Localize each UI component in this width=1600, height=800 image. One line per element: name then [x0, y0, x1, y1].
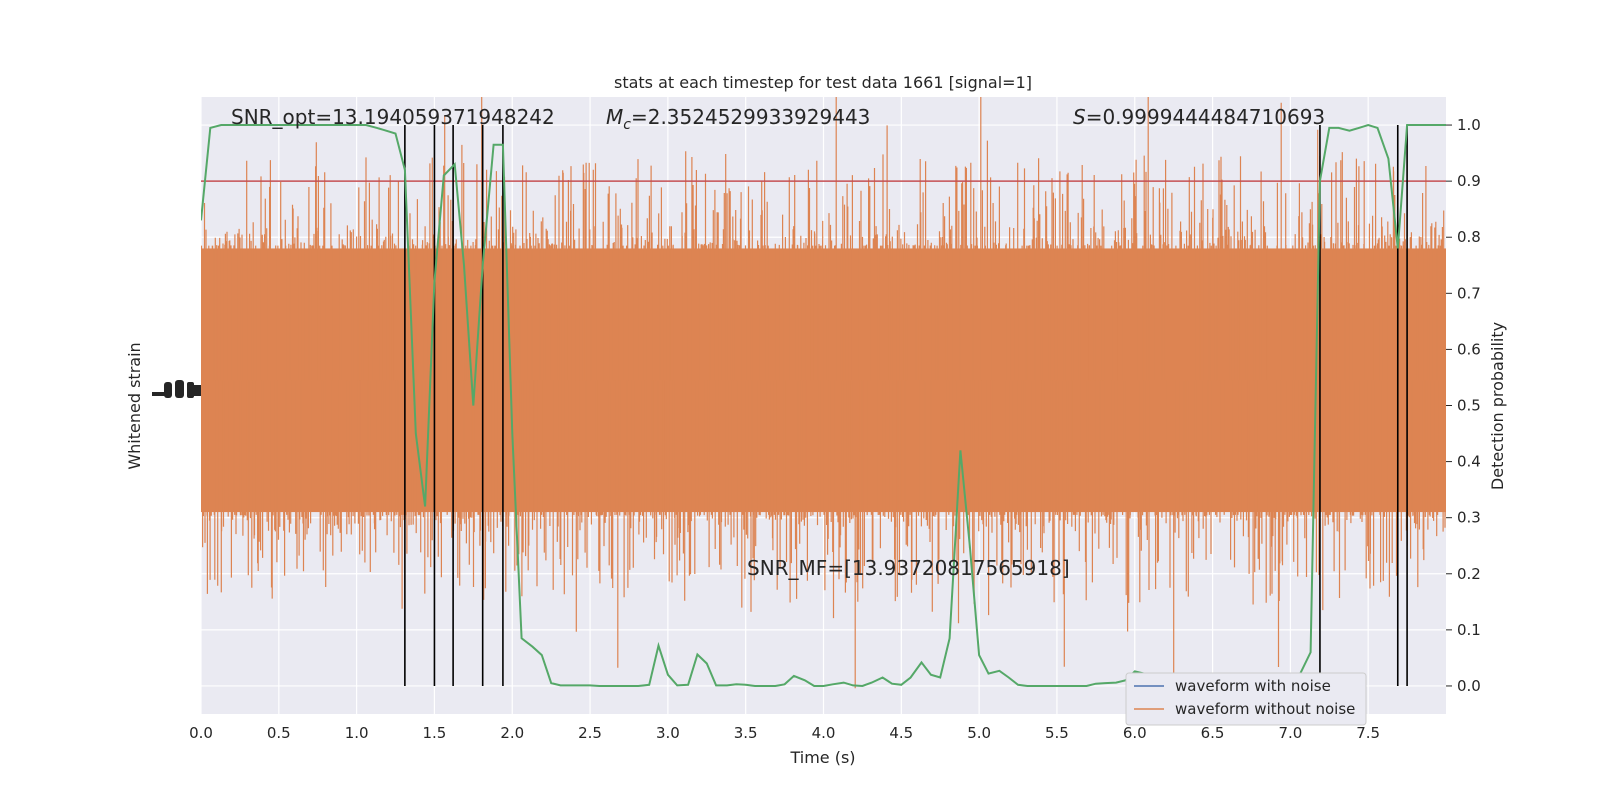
x-tick-label-7: 3.5	[734, 724, 758, 742]
y-tick-label-10: 1.0	[1457, 116, 1481, 134]
y-tick-label-2: 0.2	[1457, 565, 1481, 583]
strain-series	[201, 97, 1446, 689]
x-tick-label-8: 4.0	[812, 724, 836, 742]
y-tick-label-7: 0.7	[1457, 284, 1481, 302]
y-tick-label-8: 0.8	[1457, 228, 1481, 246]
left-axis-collapsed-ticks	[152, 380, 201, 398]
legend-label-with-noise: waveform with noise	[1175, 677, 1331, 695]
chart-title: stats at each timestep for test data 166…	[614, 73, 1032, 92]
annotation-chirp-mass: Mc=2.3524529933929443	[606, 105, 870, 133]
x-tick-labels: 0.0 0.5 1.0 1.5 2.0 2.5 3.0 3.5 4.0 4.5 5.0 5.5 6.0 6…	[189, 724, 1380, 742]
y-tick-label-4: 0.4	[1457, 453, 1481, 471]
y-tick-label-3: 0.3	[1457, 509, 1481, 527]
detection-markers	[404, 125, 1408, 686]
y-axis-label-right: Detection probability	[1488, 322, 1507, 490]
legend: waveform with noise waveform without noi…	[1125, 672, 1367, 726]
x-tick-label-14: 7.0	[1278, 724, 1302, 742]
annotation-chirp-mass-symbol: M	[606, 105, 623, 129]
y-tick-label-6: 0.6	[1457, 340, 1481, 358]
y-tick-labels-right: 0.0 0.1 0.2 0.3 0.4 0.5 0.6 0.7 0.8 0.9 1.0	[1446, 116, 1481, 695]
y-axis-label-left: Whitened strain	[125, 342, 144, 469]
annotation-chirp-mass-subscript: c	[623, 117, 631, 133]
x-tick-label-6: 3.0	[656, 724, 680, 742]
y-tick-label-0: 0.0	[1457, 677, 1481, 695]
x-tick-label-0: 0.0	[189, 724, 213, 742]
strain-trace	[201, 97, 1446, 689]
x-tick-label-1: 0.5	[267, 724, 291, 742]
x-tick-label-4: 2.0	[500, 724, 524, 742]
legend-label-without-noise: waveform without noise	[1175, 700, 1355, 718]
x-tick-label-2: 1.0	[345, 724, 369, 742]
annotation-statistic-symbol: S	[1073, 105, 1086, 129]
x-tick-label-11: 5.5	[1045, 724, 1069, 742]
y-tick-label-5: 0.5	[1457, 397, 1481, 415]
x-tick-label-10: 5.0	[967, 724, 991, 742]
legend-box	[1125, 672, 1367, 726]
y-tick-label-9: 0.9	[1457, 172, 1481, 190]
x-tick-label-9: 4.5	[889, 724, 913, 742]
annotation-chirp-mass-value: =2.3524529933929443	[631, 105, 870, 129]
annotation-statistic: S=0.9999444484710693	[1073, 105, 1325, 129]
annotation-snr-opt: SNR_opt=13.194059371948242	[231, 105, 555, 129]
x-tick-label-15: 7.5	[1356, 724, 1380, 742]
y-tick-label-1: 0.1	[1457, 621, 1481, 639]
annotation-snr-mf: SNR_MF=[13.93720817565918]	[747, 556, 1070, 580]
annotation-statistic-value: =0.9999444484710693	[1086, 105, 1325, 129]
x-tick-label-5: 2.5	[578, 724, 602, 742]
x-tick-label-13: 6.5	[1201, 724, 1225, 742]
x-tick-label-3: 1.5	[423, 724, 447, 742]
x-tick-label-12: 6.0	[1123, 724, 1147, 742]
x-axis-label: Time (s)	[789, 748, 855, 767]
